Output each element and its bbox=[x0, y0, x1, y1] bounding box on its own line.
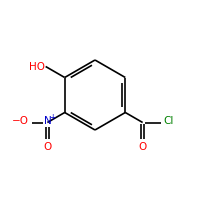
Text: −O: −O bbox=[12, 116, 29, 127]
Text: N: N bbox=[44, 116, 52, 127]
Text: HO: HO bbox=[29, 62, 45, 72]
Text: Cl: Cl bbox=[164, 116, 174, 127]
Text: O: O bbox=[43, 142, 51, 152]
Text: +: + bbox=[49, 114, 56, 122]
Text: O: O bbox=[139, 142, 147, 152]
